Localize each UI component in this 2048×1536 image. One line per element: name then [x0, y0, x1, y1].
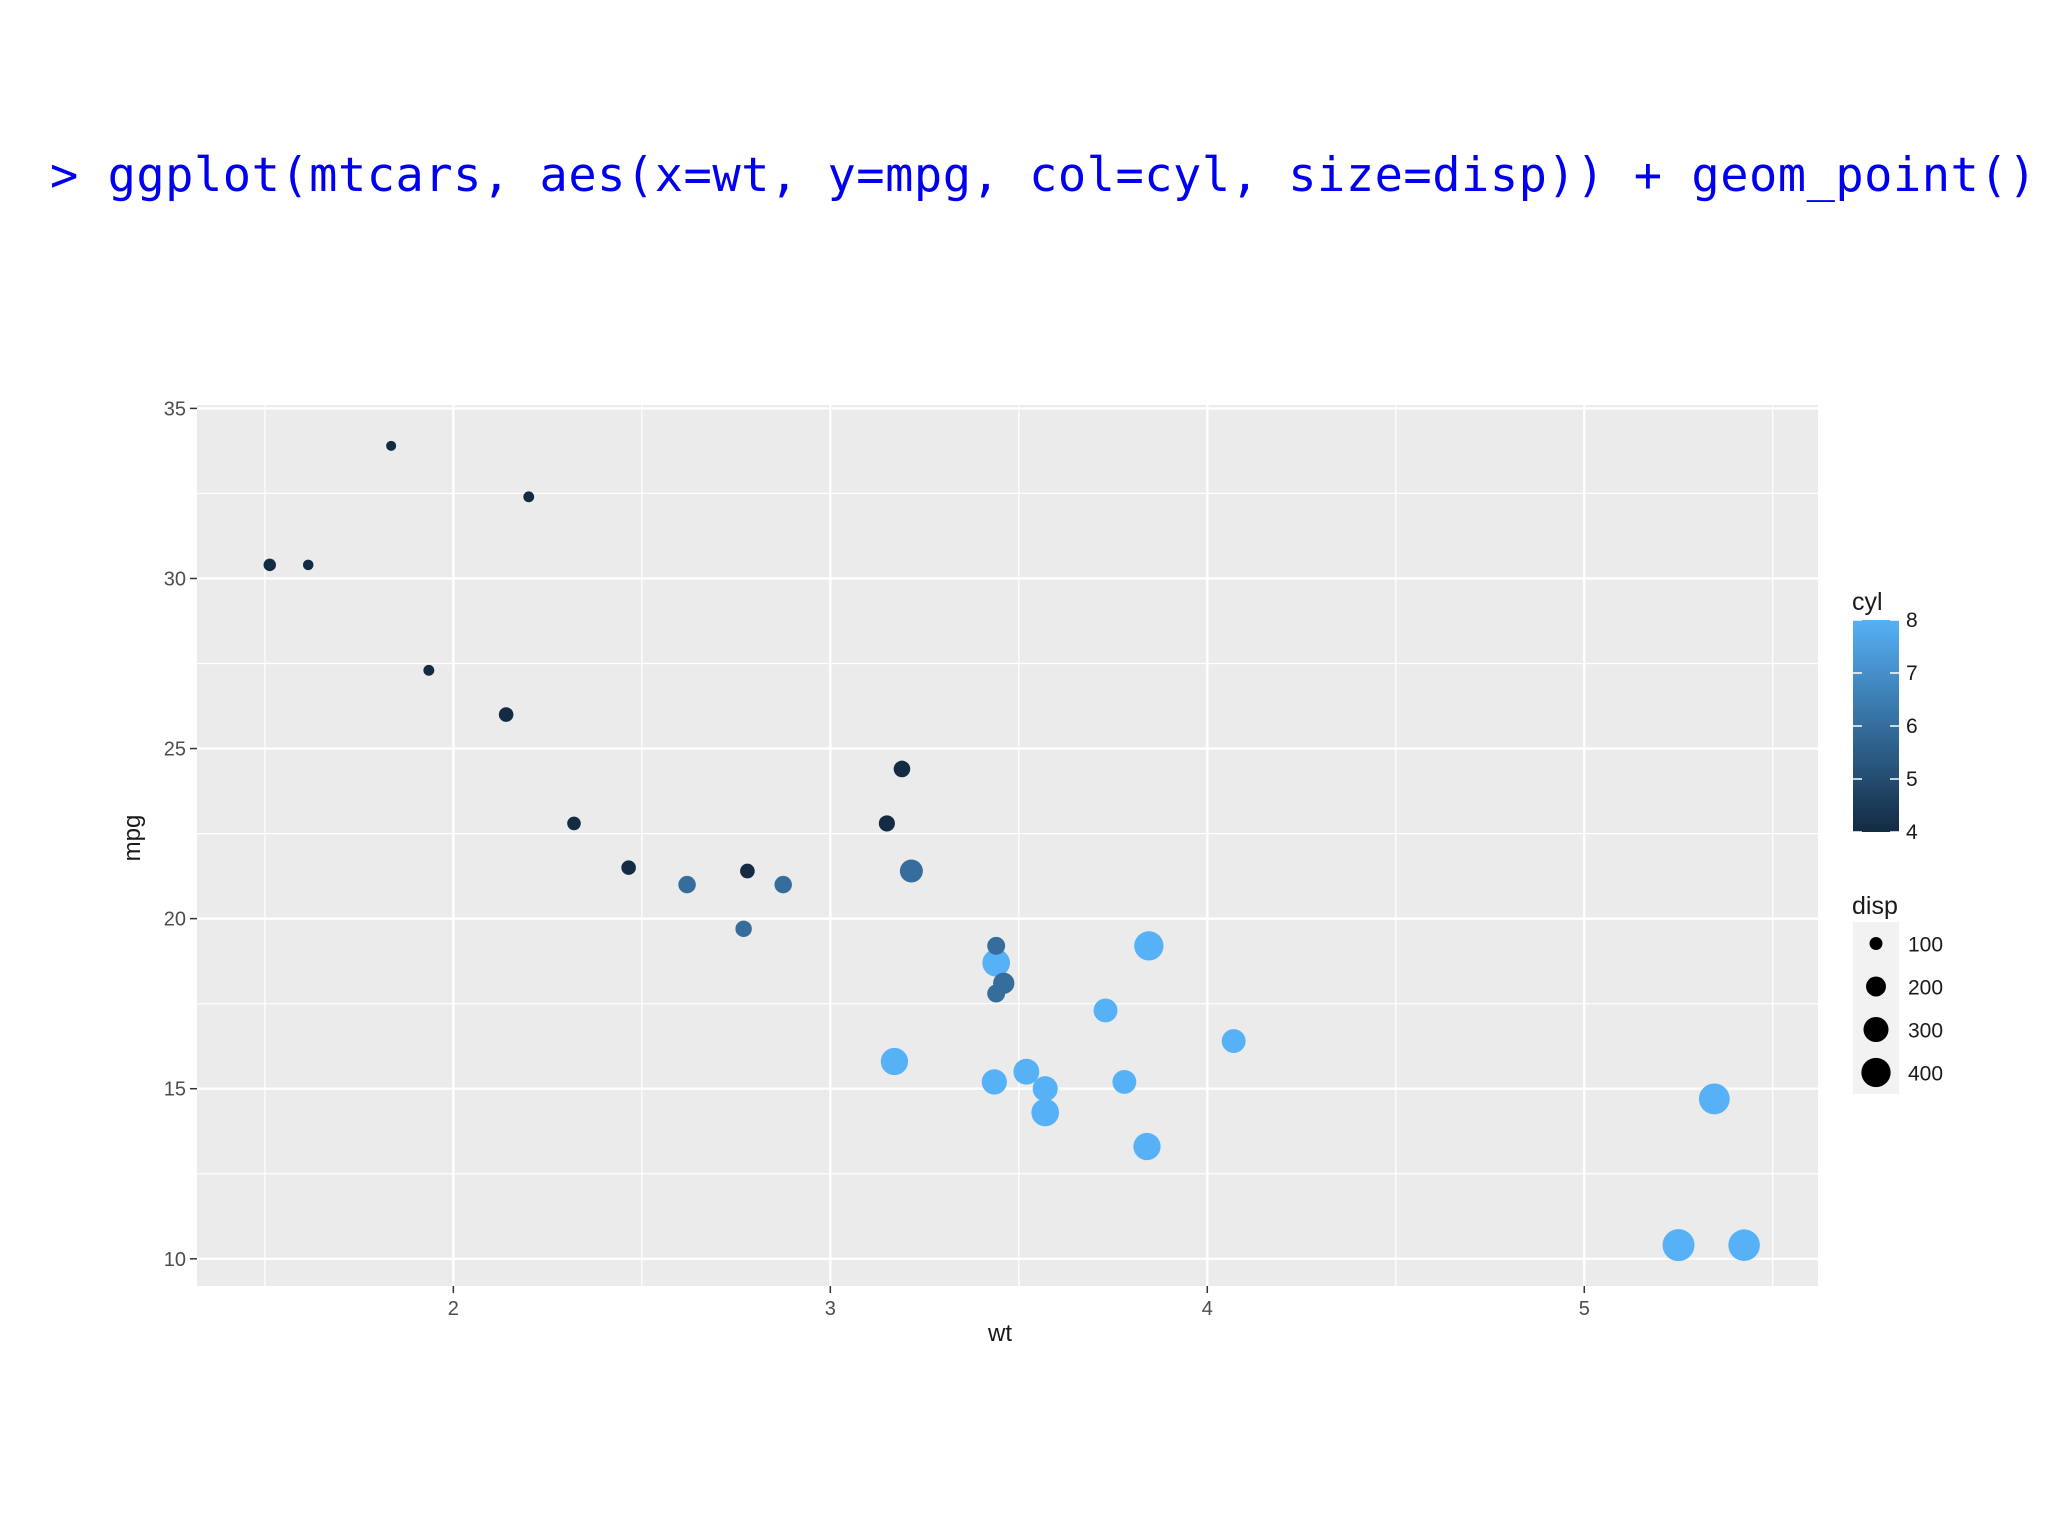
size-key-label: 300 — [1908, 1020, 1943, 1043]
size-key-dot — [1869, 937, 1883, 950]
data-point — [1221, 1029, 1246, 1054]
data-point — [423, 664, 435, 676]
data-point — [981, 1069, 1007, 1095]
axes-layer: 2 3 4 5 10 15 20 25 30 35 — [164, 398, 1590, 1320]
data-point — [899, 859, 923, 883]
data-point — [893, 760, 911, 778]
x-tick-label: 3 — [825, 1298, 836, 1320]
colorbar-ticks: 4 5 6 7 8 — [1853, 609, 1918, 844]
data-point — [987, 984, 1006, 1003]
size-key-dot — [1866, 976, 1886, 997]
y-tick-label: 25 — [164, 739, 186, 761]
y-tick-label: 15 — [164, 1079, 186, 1101]
size-key-label: 200 — [1908, 977, 1943, 1000]
size-key-label: 400 — [1908, 1063, 1943, 1086]
legend-size: disp 100 200 300 400 — [1852, 892, 1943, 1094]
size-keys: 100 200 300 400 — [1853, 922, 1943, 1094]
x-axis-title: wt — [987, 1320, 1012, 1347]
colorbar-label: 8 — [1906, 609, 1918, 632]
y-tick-label: 10 — [164, 1249, 186, 1271]
data-point — [880, 1047, 909, 1076]
data-point — [567, 816, 581, 831]
legend-size-title: disp — [1852, 892, 1898, 920]
data-point — [1112, 1069, 1137, 1094]
size-key-dot — [1861, 1057, 1891, 1088]
colorbar-label: 6 — [1906, 715, 1918, 738]
data-point — [302, 559, 314, 571]
panel-background — [197, 405, 1818, 1286]
data-point — [878, 815, 895, 832]
data-point — [1031, 1098, 1060, 1127]
data-point — [982, 949, 1011, 977]
legend-color-title: cyl — [1852, 588, 1883, 616]
data-point — [1013, 1058, 1040, 1085]
x-tick-label: 4 — [1202, 1298, 1213, 1320]
data-point — [1093, 998, 1118, 1023]
data-point — [621, 860, 636, 875]
colorbar-label: 5 — [1906, 768, 1918, 791]
data-point — [987, 936, 1006, 955]
points-layer — [263, 440, 1760, 1262]
y-tick-label: 35 — [164, 398, 186, 420]
data-point — [678, 875, 696, 894]
y-tick-label: 30 — [164, 568, 186, 590]
y-axis-title: mpg — [119, 815, 146, 862]
data-point — [735, 920, 752, 938]
data-point — [740, 863, 755, 879]
x-tick-label: 5 — [1579, 1298, 1590, 1320]
data-point — [386, 440, 397, 451]
y-tick-label: 20 — [164, 909, 186, 931]
plot-panel — [197, 405, 1818, 1286]
data-point — [1698, 1083, 1730, 1115]
data-point — [1662, 1229, 1695, 1262]
data-point — [1728, 1229, 1760, 1261]
data-point — [263, 558, 276, 572]
size-key-dot — [1863, 1016, 1889, 1043]
data-point — [1133, 1132, 1161, 1161]
data-point — [1134, 931, 1164, 961]
data-point — [523, 491, 535, 503]
code-line: > ggplot(mtcars, aes(x=wt, y=mpg, col=cy… — [50, 148, 2037, 203]
colorbar-label: 4 — [1906, 821, 1918, 844]
size-key-label: 100 — [1908, 934, 1943, 957]
data-point — [774, 875, 792, 894]
x-tick-label: 2 — [448, 1298, 459, 1320]
colorbar-label: 7 — [1906, 662, 1918, 685]
data-point — [498, 707, 514, 722]
data-point — [1032, 1076, 1058, 1102]
legend-color: cyl 4 5 6 7 8 — [1852, 588, 1918, 844]
